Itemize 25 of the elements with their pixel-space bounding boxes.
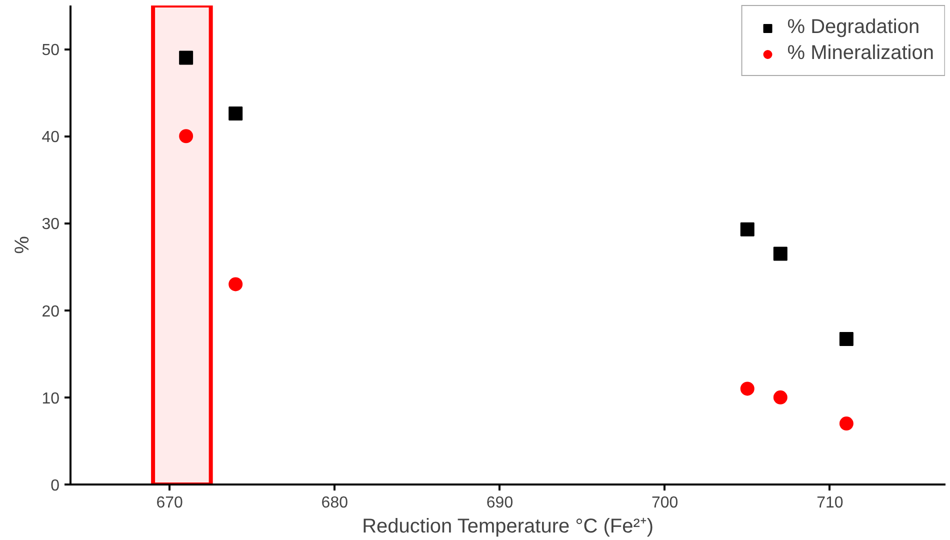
- point: [179, 50, 194, 65]
- legend-label: % Mineralization: [787, 42, 934, 65]
- point: [773, 390, 788, 404]
- point: [740, 222, 754, 236]
- point: [228, 277, 243, 292]
- y-tick-label: 0: [50, 478, 60, 494]
- point: [228, 106, 243, 120]
- y-axis-title: %: [12, 236, 34, 254]
- y-tick-label: 30: [42, 216, 60, 234]
- x-tick-label: 690: [486, 494, 514, 512]
- y-tick-label: 10: [42, 390, 60, 408]
- y-tick-label: 20: [42, 303, 60, 320]
- x-tick-label: 710: [816, 494, 844, 512]
- point: [740, 382, 754, 396]
- y-tick-label: 50: [42, 42, 60, 60]
- x-axis-title: Reduction Temperature °C (Fe²⁺): [362, 516, 654, 538]
- legend-label: % Degradation: [787, 16, 920, 39]
- y-tick-label: 40: [42, 129, 60, 146]
- x-tick-label: 670: [156, 494, 184, 512]
- x-tick-label: 680: [321, 494, 348, 512]
- x-tick-label: 700: [651, 494, 678, 512]
- point: [773, 246, 788, 261]
- point: [839, 416, 854, 431]
- point: [179, 129, 194, 144]
- point: [839, 332, 854, 346]
